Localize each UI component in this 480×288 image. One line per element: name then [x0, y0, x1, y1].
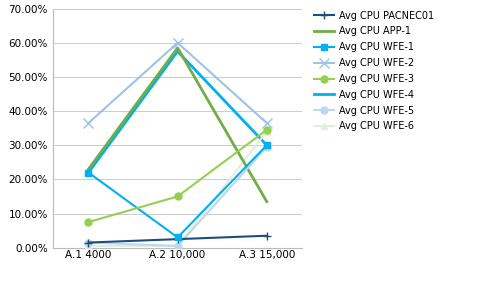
Avg CPU WFE-5 [175, 244, 180, 248]
Avg CPU WFE-3 [175, 195, 180, 198]
Avg CPU WFE-4 [175, 50, 180, 53]
Avg CPU APP-1 [175, 46, 180, 50]
Avg CPU WFE-1 [264, 143, 270, 147]
Avg CPU WFE-2 [264, 121, 270, 125]
Avg CPU WFE-1 [175, 236, 180, 239]
Avg CPU WFE-4 [85, 171, 91, 174]
Avg CPU WFE-2 [85, 121, 91, 125]
Line: Avg CPU WFE-4: Avg CPU WFE-4 [88, 51, 267, 173]
Line: Avg CPU WFE-6: Avg CPU WFE-6 [85, 128, 270, 249]
Avg CPU WFE-1 [85, 171, 91, 174]
Avg CPU WFE-5 [85, 241, 91, 244]
Avg CPU WFE-6 [85, 244, 91, 248]
Legend: Avg CPU PACNEC01, Avg CPU APP-1, Avg CPU WFE-1, Avg CPU WFE-2, Avg CPU WFE-3, Av: Avg CPU PACNEC01, Avg CPU APP-1, Avg CPU… [312, 9, 435, 133]
Avg CPU WFE-6 [175, 244, 180, 248]
Line: Avg CPU WFE-1: Avg CPU WFE-1 [85, 142, 270, 241]
Line: Avg CPU WFE-5: Avg CPU WFE-5 [85, 143, 270, 249]
Line: Avg CPU WFE-3: Avg CPU WFE-3 [85, 126, 270, 226]
Avg CPU WFE-2 [175, 41, 180, 45]
Avg CPU WFE-5 [264, 145, 270, 149]
Line: Avg CPU APP-1: Avg CPU APP-1 [88, 48, 267, 202]
Avg CPU WFE-6 [264, 130, 270, 133]
Line: Avg CPU PACNEC01: Avg CPU PACNEC01 [84, 232, 271, 247]
Avg CPU PACNEC01 [175, 237, 180, 241]
Avg CPU WFE-4 [264, 143, 270, 147]
Avg CPU APP-1 [264, 200, 270, 203]
Avg CPU WFE-3 [264, 128, 270, 132]
Avg CPU PACNEC01 [264, 234, 270, 237]
Line: Avg CPU WFE-2: Avg CPU WFE-2 [84, 38, 272, 128]
Avg CPU APP-1 [85, 167, 91, 171]
Avg CPU PACNEC01 [85, 241, 91, 244]
Avg CPU WFE-3 [85, 220, 91, 224]
